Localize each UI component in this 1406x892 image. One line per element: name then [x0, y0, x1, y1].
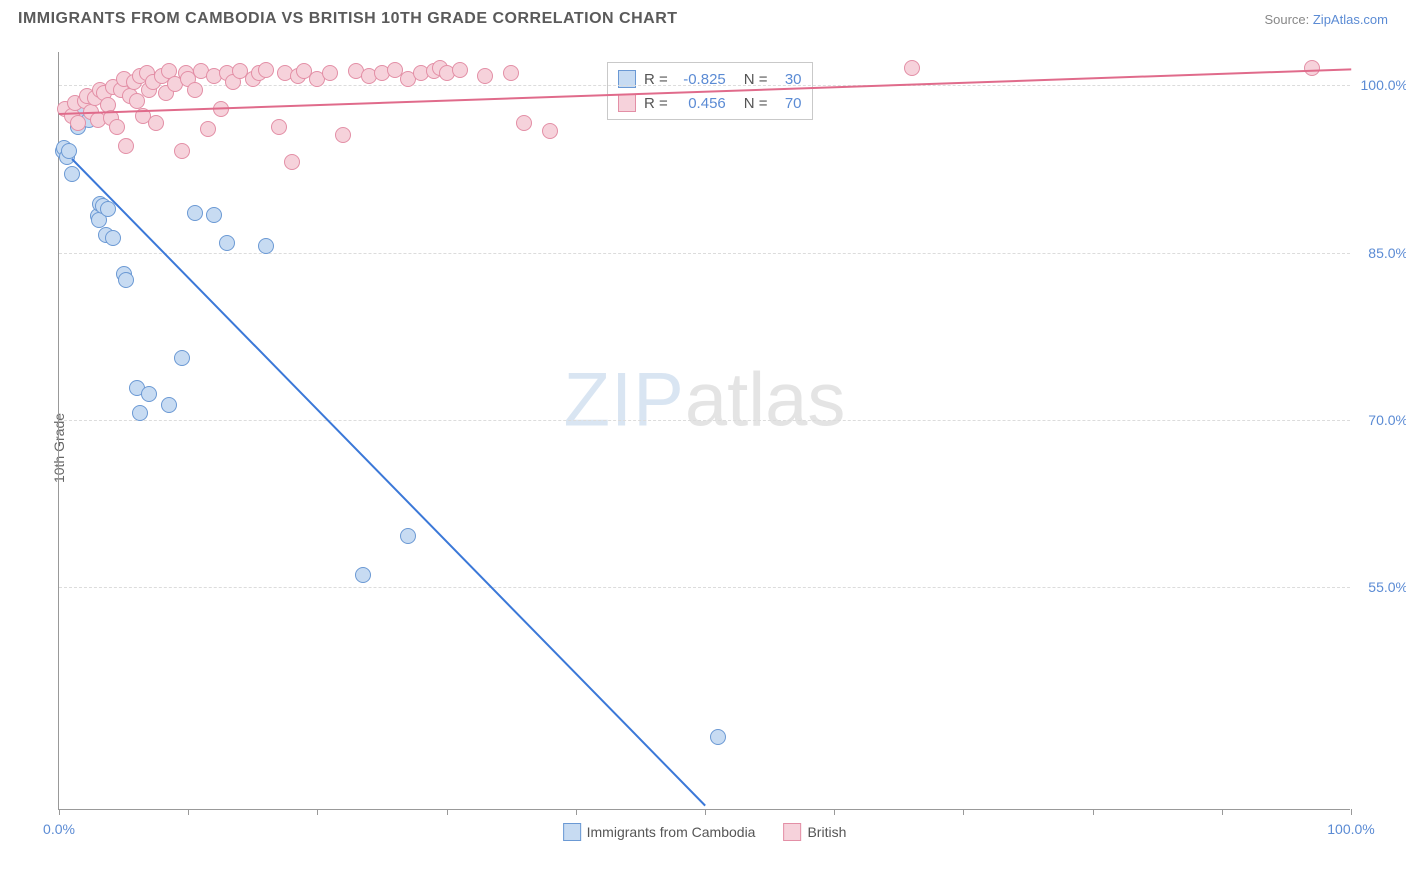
scatter-point — [335, 127, 351, 143]
scatter-point — [400, 528, 416, 544]
source-attribution: Source: ZipAtlas.com — [1264, 12, 1388, 27]
xtick-label: 100.0% — [1327, 821, 1374, 837]
scatter-point — [174, 143, 190, 159]
scatter-point — [271, 119, 287, 135]
scatter-point — [1304, 60, 1320, 76]
scatter-point — [118, 272, 134, 288]
legend-bottom-label: Immigrants from Cambodia — [587, 824, 756, 840]
xtick-mark — [576, 809, 577, 815]
ytick-label: 100.0% — [1354, 77, 1406, 93]
xtick-mark — [834, 809, 835, 815]
scatter-point — [118, 138, 134, 154]
scatter-point — [452, 62, 468, 78]
scatter-point — [284, 154, 300, 170]
xtick-mark — [317, 809, 318, 815]
legend-swatch — [618, 94, 636, 112]
gridline-h — [59, 420, 1350, 421]
watermark-bold: ZIP — [564, 358, 685, 443]
scatter-point — [710, 729, 726, 745]
source-prefix: Source: — [1264, 12, 1312, 27]
legend-r-label: R = — [644, 95, 668, 112]
legend-r-value: 0.456 — [676, 95, 726, 112]
gridline-h — [59, 587, 1350, 588]
scatter-point — [904, 60, 920, 76]
xtick-label: 0.0% — [43, 821, 75, 837]
watermark-light: atlas — [685, 358, 846, 443]
scatter-point — [477, 68, 493, 84]
chart-container: 10th Grade ZIPatlas R =-0.825N =30R =0.4… — [30, 44, 1390, 852]
scatter-point — [61, 143, 77, 159]
ytick-label: 55.0% — [1354, 579, 1406, 595]
legend-swatch — [563, 823, 581, 841]
xtick-mark — [1351, 809, 1352, 815]
scatter-point — [64, 166, 80, 182]
legend-bottom-item: British — [783, 823, 846, 841]
scatter-point — [132, 405, 148, 421]
legend-n-value: 70 — [776, 95, 802, 112]
xtick-mark — [59, 809, 60, 815]
scatter-point — [258, 62, 274, 78]
scatter-point — [258, 238, 274, 254]
ytick-label: 85.0% — [1354, 245, 1406, 261]
xtick-mark — [1222, 809, 1223, 815]
legend-bottom-item: Immigrants from Cambodia — [563, 823, 756, 841]
gridline-h — [59, 253, 1350, 254]
scatter-point — [355, 567, 371, 583]
scatter-point — [516, 115, 532, 131]
xtick-mark — [1093, 809, 1094, 815]
legend-swatch — [783, 823, 801, 841]
scatter-point — [206, 207, 222, 223]
scatter-point — [141, 386, 157, 402]
scatter-point — [109, 119, 125, 135]
watermark: ZIPatlas — [564, 357, 846, 444]
scatter-point — [174, 350, 190, 366]
scatter-point — [148, 115, 164, 131]
legend-n-label: N = — [744, 95, 768, 112]
scatter-point — [200, 121, 216, 137]
xtick-mark — [963, 809, 964, 815]
xtick-mark — [705, 809, 706, 815]
scatter-point — [105, 230, 121, 246]
scatter-point — [187, 205, 203, 221]
source-link[interactable]: ZipAtlas.com — [1313, 12, 1388, 27]
plot-area: ZIPatlas R =-0.825N =30R =0.456N =70 Imm… — [58, 52, 1350, 810]
scatter-point — [219, 235, 235, 251]
chart-title: IMMIGRANTS FROM CAMBODIA VS BRITISH 10TH… — [18, 10, 678, 28]
scatter-point — [187, 82, 203, 98]
scatter-point — [161, 397, 177, 413]
xtick-mark — [188, 809, 189, 815]
scatter-point — [322, 65, 338, 81]
scatter-point — [503, 65, 519, 81]
ytick-label: 70.0% — [1354, 412, 1406, 428]
scatter-point — [70, 115, 86, 131]
legend-bottom-label: British — [807, 824, 846, 840]
scatter-point — [542, 123, 558, 139]
series-legend: Immigrants from Cambodia British — [563, 823, 847, 841]
xtick-mark — [447, 809, 448, 815]
trend-line — [71, 158, 706, 806]
